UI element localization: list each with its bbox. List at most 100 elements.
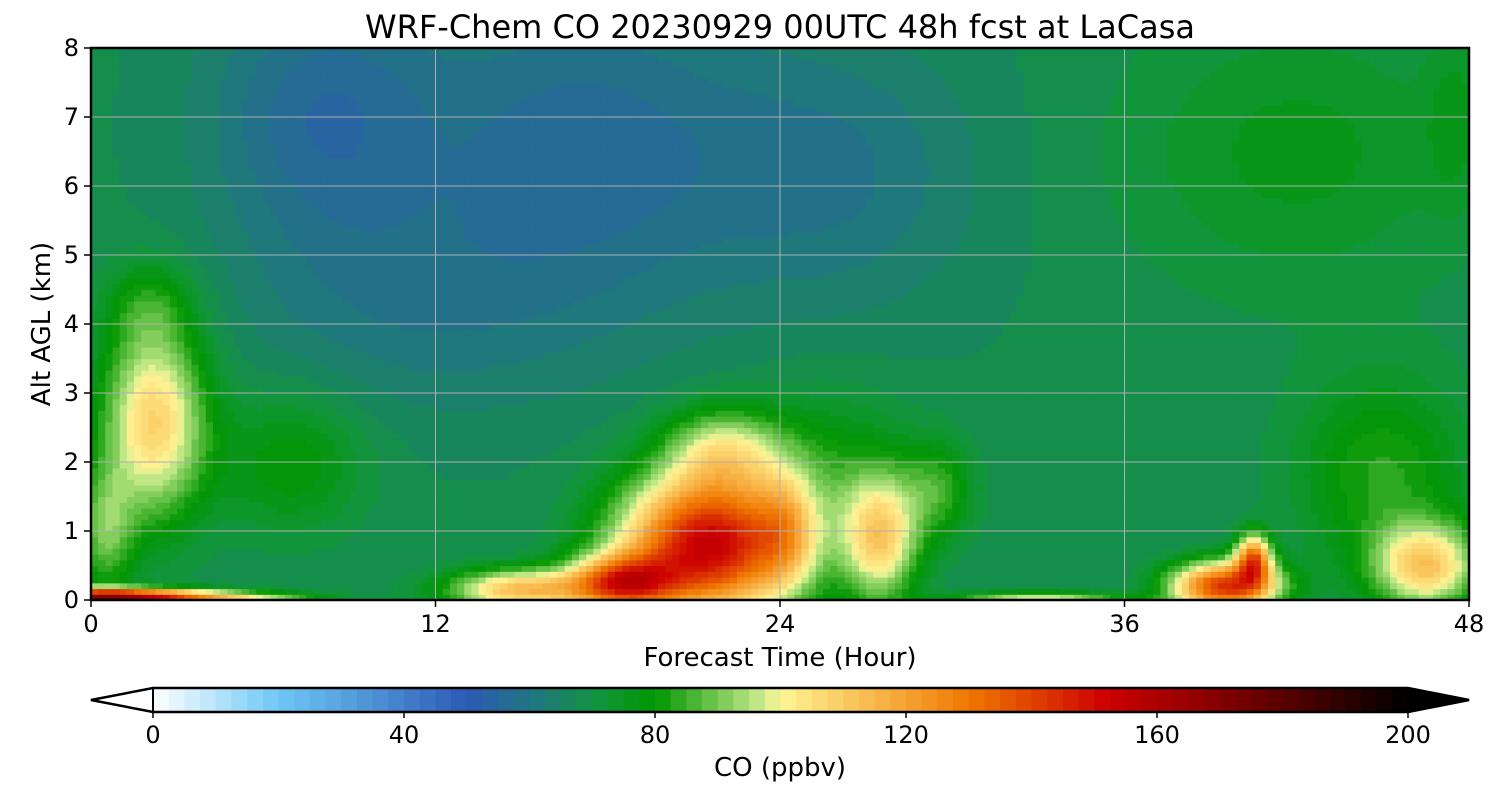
field-cell bbox=[320, 548, 329, 555]
field-cell bbox=[141, 232, 150, 239]
field-cell bbox=[126, 427, 135, 434]
field-cell bbox=[363, 140, 372, 147]
field-cell bbox=[435, 59, 444, 66]
field-cell bbox=[370, 473, 379, 480]
field-cell bbox=[399, 444, 408, 452]
field-cell bbox=[299, 266, 307, 273]
field-cell bbox=[112, 243, 121, 250]
field-cell bbox=[385, 214, 394, 222]
field-cell bbox=[256, 364, 264, 371]
field-cell bbox=[248, 168, 257, 176]
field-cell bbox=[220, 508, 228, 515]
field-cell bbox=[284, 94, 293, 101]
field-cell bbox=[284, 318, 293, 325]
field-cell bbox=[291, 485, 300, 492]
field-cell bbox=[378, 71, 386, 78]
field-cell bbox=[378, 536, 386, 544]
field-cell bbox=[363, 163, 372, 170]
field-cell bbox=[363, 94, 372, 101]
field-cell bbox=[299, 582, 307, 590]
field-cell bbox=[335, 364, 343, 371]
field-cell bbox=[169, 278, 178, 285]
field-cell bbox=[241, 140, 250, 147]
field-cell bbox=[162, 565, 171, 572]
field-cell bbox=[335, 490, 343, 498]
field-cell bbox=[385, 559, 394, 567]
field-cell bbox=[177, 289, 185, 296]
field-cell bbox=[449, 249, 458, 256]
field-cell bbox=[112, 467, 121, 475]
field-cell bbox=[148, 416, 157, 423]
field-cell bbox=[234, 59, 243, 66]
field-cell bbox=[205, 226, 214, 233]
field-cell bbox=[248, 479, 257, 486]
field-cell bbox=[435, 588, 444, 595]
field-cell bbox=[105, 375, 114, 383]
field-cell bbox=[370, 59, 379, 66]
field-cell bbox=[241, 249, 250, 256]
field-cell bbox=[392, 209, 401, 216]
field-cell bbox=[119, 94, 128, 101]
field-cell bbox=[126, 48, 135, 55]
field-cell bbox=[169, 255, 178, 262]
field-cell bbox=[335, 134, 343, 141]
field-cell bbox=[277, 295, 286, 302]
field-cell bbox=[370, 82, 379, 89]
field-cell bbox=[177, 398, 185, 406]
field-cell bbox=[227, 370, 236, 377]
field-cell bbox=[306, 439, 315, 446]
field-cell bbox=[277, 145, 286, 153]
field-cell bbox=[406, 278, 415, 285]
field-cell bbox=[449, 519, 458, 526]
field-cell bbox=[327, 479, 336, 486]
field-cell bbox=[155, 283, 164, 291]
field-cell bbox=[241, 59, 250, 66]
field-cell bbox=[399, 456, 408, 463]
field-cell bbox=[335, 163, 343, 170]
field-cell bbox=[263, 565, 272, 572]
field-cell bbox=[91, 594, 99, 601]
field-cell bbox=[198, 588, 207, 595]
field-cell bbox=[162, 318, 171, 325]
field-cell bbox=[169, 272, 178, 279]
field-cell bbox=[91, 243, 99, 250]
field-cell bbox=[263, 370, 272, 377]
field-cell bbox=[220, 502, 228, 509]
field-cell bbox=[148, 249, 157, 256]
field-cell bbox=[248, 387, 257, 394]
field-cell bbox=[162, 99, 171, 107]
field-cell bbox=[248, 117, 257, 124]
field-cell bbox=[205, 444, 214, 452]
field-cell bbox=[205, 145, 214, 153]
field-cell bbox=[356, 111, 365, 118]
field-cell bbox=[141, 358, 150, 365]
field-cell bbox=[191, 381, 200, 388]
field-cell bbox=[449, 128, 458, 135]
field-cell bbox=[98, 99, 106, 107]
field-cell bbox=[169, 53, 178, 61]
field-cell bbox=[91, 439, 99, 446]
field-cell bbox=[263, 416, 272, 423]
field-cell bbox=[392, 519, 401, 526]
field-cell bbox=[363, 542, 372, 549]
field-cell bbox=[198, 542, 207, 549]
field-cell bbox=[399, 117, 408, 124]
field-cell bbox=[134, 519, 142, 526]
field-cell bbox=[442, 76, 451, 84]
field-cell bbox=[141, 375, 150, 383]
field-cell bbox=[406, 151, 415, 158]
field-cell bbox=[134, 404, 142, 411]
field-cell bbox=[119, 174, 128, 181]
field-cell bbox=[205, 352, 214, 360]
field-cell bbox=[449, 324, 458, 331]
field-cell bbox=[263, 352, 272, 360]
field-cell bbox=[378, 324, 386, 331]
field-cell bbox=[141, 381, 150, 388]
field-cell bbox=[342, 594, 350, 601]
field-cell bbox=[327, 122, 336, 130]
field-cell bbox=[277, 485, 286, 492]
field-cell bbox=[112, 387, 121, 394]
field-cell bbox=[335, 249, 343, 256]
field-cell bbox=[385, 145, 394, 153]
field-cell bbox=[141, 301, 150, 308]
